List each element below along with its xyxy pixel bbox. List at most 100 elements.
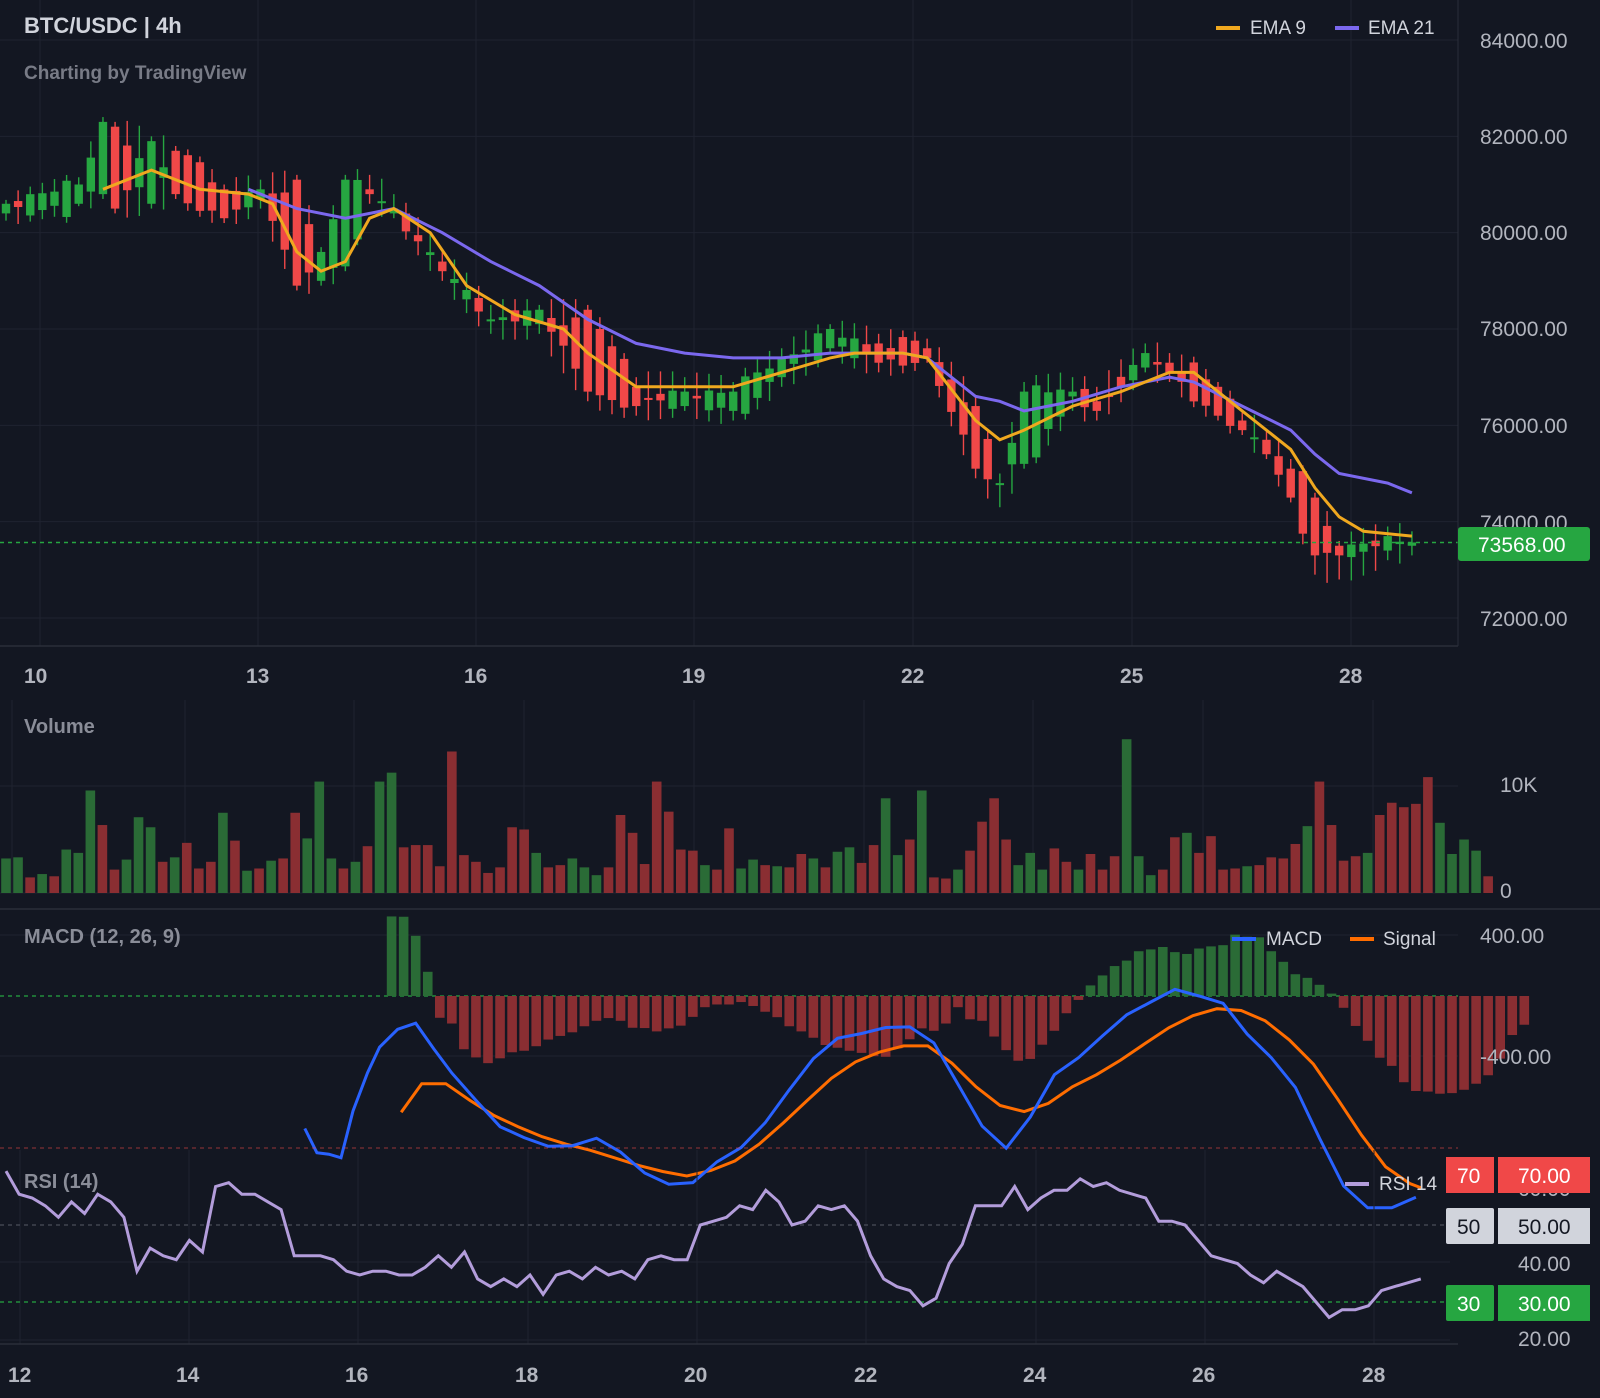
candle-body (1213, 386, 1223, 416)
rsi-time-tick-label: 26 (1192, 1364, 1215, 1387)
macd-histogram-bar (917, 996, 927, 1029)
candle-body (1177, 370, 1186, 382)
macd-histogram-bar (1158, 946, 1168, 996)
candle-body (74, 184, 83, 204)
ema21-legend-label: EMA 21 (1368, 18, 1435, 39)
candle-body (50, 191, 59, 206)
candle-body (171, 150, 180, 195)
candle-body (98, 121, 108, 195)
volume-bar (435, 866, 445, 893)
last-price-badge (1458, 527, 1590, 561)
rsi-70-badge (1446, 1157, 1494, 1193)
candle-body (995, 483, 1005, 486)
candle-body (656, 393, 665, 401)
volume-bar (929, 877, 939, 893)
time-axis[interactable]: 10 13 16 19 22 25 28 (24, 665, 1363, 688)
candle-body (1310, 497, 1320, 556)
candle-body (438, 261, 447, 272)
macd-histogram-bar (1459, 996, 1469, 1090)
candle-body (135, 158, 144, 188)
candle-body (838, 337, 847, 347)
macd-histogram-bar (712, 996, 722, 1005)
volume-bar (603, 867, 614, 893)
macd-histogram-bar (688, 996, 698, 1017)
candle-body (716, 392, 726, 408)
candle-body (1335, 545, 1344, 556)
candle-body (922, 348, 932, 358)
macd-histogram-bar (1242, 936, 1252, 996)
volume-bar (941, 878, 951, 893)
volume-bar (230, 840, 240, 893)
candle-body (389, 208, 399, 214)
rsi-line (4, 1170, 1422, 1320)
volume-bar (181, 842, 192, 893)
volume-bar (398, 847, 409, 893)
volume-bar (447, 751, 457, 893)
candle-body (619, 358, 629, 408)
volume-bar (109, 869, 120, 893)
price-pane[interactable]: BTC/USDC | 4h Charting by TradingView EM… (0, 0, 1590, 688)
candle-body (195, 162, 205, 211)
candle-body (1128, 364, 1138, 381)
rsi-time-tick-label: 14 (176, 1364, 200, 1387)
volume-bar (615, 815, 626, 893)
time-tick-label: 16 (464, 665, 487, 688)
candle-body (474, 297, 483, 312)
volume-bar (808, 858, 819, 893)
macd-legend-label: MACD (1266, 929, 1322, 950)
candle-body (1007, 442, 1017, 465)
candle-body (365, 189, 374, 195)
macd-histogram-bar (1254, 937, 1264, 996)
macd-histogram-bar (447, 996, 457, 1024)
candle-body (377, 201, 386, 204)
candle-body (1238, 420, 1247, 431)
volume-bar (676, 849, 686, 893)
macd-histogram-bar (1182, 953, 1192, 996)
volume-bar (1374, 815, 1385, 893)
volume-bar (194, 868, 204, 893)
volume-bar (13, 857, 23, 893)
candle-body (1359, 543, 1368, 552)
volume-bar (1314, 781, 1325, 893)
volume-bar (1338, 860, 1349, 893)
candle-body (632, 386, 641, 407)
macd-histogram-bar (507, 996, 517, 1053)
volume-bar (49, 876, 59, 893)
volume-bar (1, 858, 11, 893)
macd-histogram-bar (603, 996, 614, 1019)
macd-pane[interactable]: MACD (12, 26, 9) MACD Signal 400.00 -400… (0, 916, 1551, 1210)
macd-histogram-bar (1037, 996, 1048, 1045)
time-tick-label: 13 (246, 665, 269, 688)
macd-histogram-bar (1001, 996, 1011, 1051)
volume-bar (1121, 739, 1132, 893)
macd-tick-label: -400.00 (1480, 1046, 1551, 1069)
rsi-axis[interactable]: 60.00 40.00 20.00 70 70.00 50 50.00 30 3… (1446, 1157, 1590, 1351)
last-price-label: 73568.00 (1478, 534, 1566, 557)
rsi-pane[interactable]: RSI (14) RSI 14 60.00 40.00 20.00 70 70.… (0, 1150, 1590, 1387)
price-axis[interactable]: 84000.00 82000.00 80000.00 78000.00 7600… (1458, 30, 1590, 631)
volume-tick-label: 10K (1500, 774, 1537, 797)
time-tick-label: 25 (1120, 665, 1144, 688)
macd-histogram-bar (651, 996, 662, 1032)
volume-bar (989, 798, 999, 893)
volume-bar (627, 832, 638, 893)
macd-histogram-bar (639, 996, 650, 1029)
volume-bar (459, 855, 469, 893)
macd-histogram-bar (904, 996, 915, 1040)
volume-bar (651, 781, 662, 893)
volume-pane[interactable]: Volume 10K 0 (0, 700, 1600, 910)
rsi-time-axis[interactable]: 12 14 16 18 20 22 24 26 28 (8, 1364, 1386, 1387)
candle-body (1044, 392, 1053, 429)
candle-body (341, 179, 350, 267)
price-tick-label: 78000.00 (1480, 318, 1568, 341)
candle-body (304, 224, 314, 273)
volume-bar (1302, 826, 1313, 893)
candle-body (753, 372, 762, 398)
macd-histogram-bar (784, 996, 795, 1027)
macd-histogram-bar (1362, 996, 1373, 1041)
volume-bar (748, 859, 758, 893)
volume-bar (242, 870, 252, 893)
candle-body (1371, 540, 1380, 547)
volume-bar (1386, 802, 1397, 893)
